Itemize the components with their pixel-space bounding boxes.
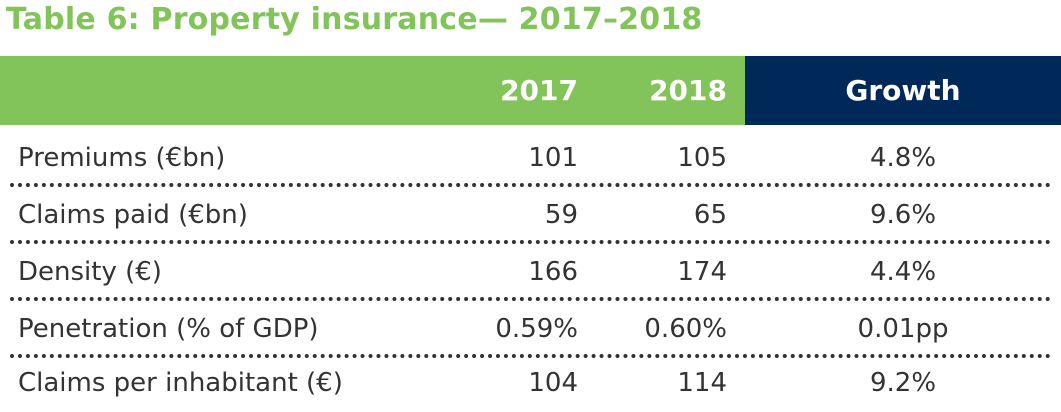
- table-row: Premiums (€bn) 101 105 4.8%: [0, 130, 1061, 187]
- value-growth: 9.6%: [869, 200, 937, 230]
- value-2018: 114: [677, 368, 727, 398]
- value-2018: 105: [677, 143, 727, 173]
- value-2017: 59: [544, 200, 578, 230]
- dotted-separator: [10, 354, 1051, 358]
- table-title: Table 6: Property insurance— 2017–2018: [6, 2, 703, 37]
- row-label: Claims paid (€bn): [18, 200, 248, 230]
- table-row: Claims per inhabitant (€) 104 114 9.2%: [0, 355, 1061, 409]
- row-label: Premiums (€bn): [18, 143, 226, 173]
- value-growth: 9.2%: [869, 368, 937, 398]
- header-2018: 2018: [649, 74, 727, 107]
- table-row: Claims paid (€bn) 59 65 9.6%: [0, 187, 1061, 244]
- value-2017: 166: [528, 257, 578, 287]
- dotted-separator: [10, 240, 1051, 244]
- row-label: Penetration (% of GDP): [18, 314, 319, 344]
- table-header: 2017 2018 Growth: [0, 56, 1061, 125]
- row-label: Claims per inhabitant (€): [18, 368, 343, 398]
- value-2018: 65: [693, 200, 727, 230]
- value-growth: 4.4%: [869, 257, 937, 287]
- value-2017: 101: [528, 143, 578, 173]
- dotted-separator: [10, 297, 1051, 301]
- dotted-separator: [10, 183, 1051, 187]
- value-growth: 0.01pp: [857, 314, 949, 344]
- header-growth: Growth: [745, 56, 1061, 125]
- table-row: Penetration (% of GDP) 0.59% 0.60% 0.01p…: [0, 301, 1061, 358]
- row-label: Density (€): [18, 257, 162, 287]
- table-row: Density (€) 166 174 4.4%: [0, 244, 1061, 301]
- value-2018: 0.60%: [644, 314, 727, 344]
- header-2017: 2017: [500, 74, 578, 107]
- value-2017: 0.59%: [495, 314, 578, 344]
- value-2018: 174: [677, 257, 727, 287]
- value-2017: 104: [528, 368, 578, 398]
- value-growth: 4.8%: [869, 143, 937, 173]
